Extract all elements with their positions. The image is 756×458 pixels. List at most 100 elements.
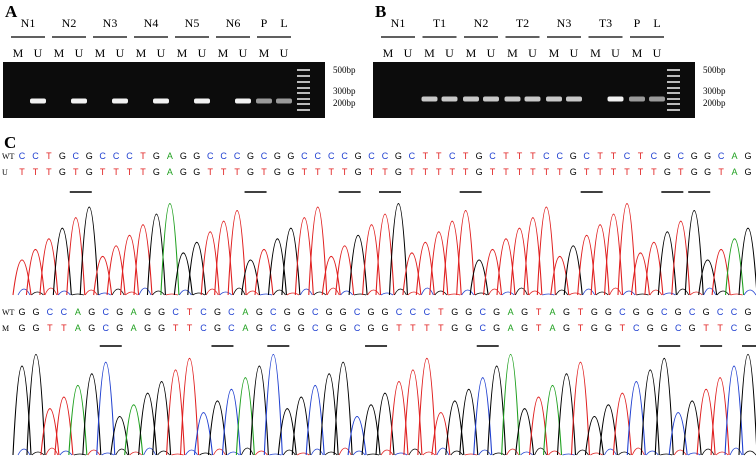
trace-noise: [313, 291, 327, 296]
trace-noise: [199, 452, 212, 456]
band: [235, 98, 251, 104]
lane-sub: U: [487, 46, 496, 60]
trace-noise: [17, 448, 31, 456]
ladder-band: [667, 109, 680, 111]
trace-noise: [171, 453, 184, 456]
trace-peak: [193, 412, 214, 456]
ladder-band: [297, 87, 310, 89]
trace-noise: [394, 288, 407, 296]
trace-peak: [402, 252, 422, 296]
lane-name: N5: [185, 16, 200, 30]
band: [483, 96, 499, 102]
trace-noise: [649, 289, 663, 296]
trace-peak: [348, 235, 368, 296]
trace-noise: [31, 451, 45, 456]
trace-noise: [340, 290, 353, 296]
trace-noise: [366, 453, 380, 456]
trace-peak: [227, 210, 247, 296]
trace-peak: [40, 408, 60, 456]
trace-noise: [87, 449, 101, 456]
trace-peak: [515, 408, 535, 456]
trace-noise: [380, 449, 394, 456]
trace-peak: [277, 408, 297, 456]
trace-noise: [689, 291, 703, 296]
lane-sub: M: [466, 46, 477, 60]
lane-sub: U: [404, 46, 413, 60]
trace-noise: [259, 293, 273, 296]
trace-peak: [469, 259, 489, 296]
trace-noise: [660, 453, 673, 456]
band: [629, 96, 645, 102]
trace-noise: [394, 452, 408, 456]
lane-sub: U: [570, 46, 579, 60]
trace-noise: [528, 290, 542, 296]
trace-peak: [25, 248, 45, 296]
trace-noise: [701, 448, 715, 456]
trace-noise: [269, 453, 282, 456]
trace-peak: [267, 238, 287, 296]
ladder-band: [667, 87, 680, 89]
trace-peak: [26, 354, 46, 456]
trace-noise: [101, 452, 114, 456]
band: [194, 98, 210, 104]
ladder-band: [667, 92, 680, 94]
trace-noise: [213, 448, 226, 456]
trace-peak: [335, 245, 355, 296]
trace-peak: [509, 227, 529, 296]
trace-noise: [232, 287, 246, 296]
band: [71, 98, 87, 104]
trace-noise: [125, 291, 138, 296]
band: [256, 98, 272, 104]
trace-peak: [563, 245, 583, 296]
trace-noise: [367, 289, 380, 296]
trace-noise: [420, 287, 434, 296]
trace-noise: [645, 450, 659, 456]
ladder-band: [297, 69, 310, 71]
lane-name: N1: [391, 16, 406, 30]
band: [504, 96, 521, 102]
band: [463, 96, 479, 102]
trace-noise: [326, 287, 340, 296]
trace-peak: [200, 231, 220, 296]
trace-noise: [636, 293, 649, 296]
trace-peak: [725, 238, 745, 296]
trace-noise: [31, 291, 44, 296]
trace-noise: [44, 287, 58, 296]
lane-name: N4: [144, 16, 159, 30]
trace-peak: [657, 231, 677, 296]
trace-noise: [506, 448, 520, 456]
lane-sub: M: [13, 46, 24, 60]
lane-name: N1: [21, 16, 36, 30]
trace-noise: [743, 289, 756, 296]
ladder-band: [667, 98, 680, 100]
trace-peak: [347, 416, 367, 456]
lane-sub: U: [157, 46, 166, 60]
trace-noise: [590, 452, 603, 456]
trace-noise: [17, 288, 31, 296]
trace-noise: [58, 290, 71, 296]
trace-noise: [582, 288, 596, 296]
trace-peak: [415, 242, 435, 296]
panel-label: A: [5, 2, 18, 21]
row-label: WT: [2, 308, 15, 317]
trace-peak: [93, 256, 113, 296]
trace-peak: [577, 235, 597, 296]
trace-noise: [178, 289, 192, 296]
band: [649, 96, 665, 102]
lane-name: P: [261, 16, 268, 30]
lane-sub: M: [424, 46, 435, 60]
ladder-band: [667, 103, 680, 105]
lane-name: P: [634, 16, 641, 30]
trace-noise: [165, 293, 179, 296]
panel-label: C: [4, 133, 16, 152]
trace-noise: [576, 449, 589, 456]
trace-noise: [129, 451, 142, 456]
trace-noise: [143, 447, 157, 456]
trace-noise: [45, 447, 59, 456]
trace-noise: [310, 448, 324, 456]
lane-name: N2: [474, 16, 489, 30]
ladder-band: [667, 75, 680, 77]
